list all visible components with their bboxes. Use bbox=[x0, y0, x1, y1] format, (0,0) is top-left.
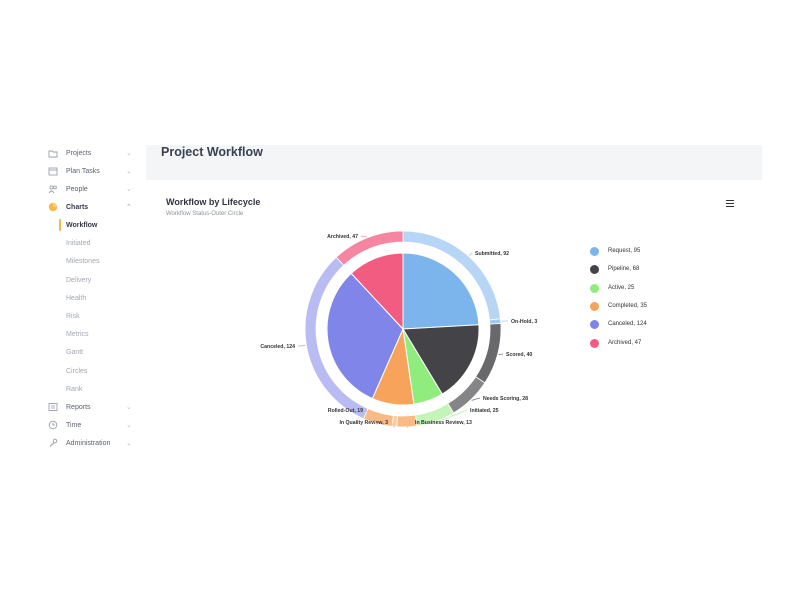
sidebar-subitem-label: Circles bbox=[66, 367, 88, 375]
reports-icon bbox=[48, 402, 58, 412]
sidebar-subitem-delivery[interactable]: Delivery bbox=[38, 271, 146, 289]
sidebar-subitem-label: Initiated bbox=[66, 239, 91, 247]
sidebar-subitem-label: Rank bbox=[66, 385, 83, 393]
sidebar-item-label: Plan Tasks bbox=[66, 167, 100, 175]
outer-slice-in-business-review[interactable] bbox=[396, 414, 418, 428]
legend-label: Archived, 47 bbox=[608, 339, 642, 346]
legend-marker bbox=[590, 338, 599, 348]
chart-title: Workflow by Lifecycle bbox=[166, 197, 261, 207]
inner-slice-pipeline[interactable] bbox=[402, 324, 480, 395]
chevron-down-icon: ⌄ bbox=[126, 440, 132, 447]
legend-item-archived[interactable]: Archived, 47 bbox=[590, 338, 670, 349]
data-label: On-Hold, 3 bbox=[511, 319, 537, 325]
sidebar-item-label: Reports bbox=[66, 403, 91, 411]
people-icon bbox=[48, 184, 58, 194]
outer-slice-archived[interactable] bbox=[335, 230, 404, 266]
sidebar-subitem-label: Delivery bbox=[66, 276, 92, 284]
legend-item-canceled[interactable]: Canceled, 124 bbox=[590, 320, 670, 330]
inner-slice-canceled[interactable] bbox=[326, 272, 404, 400]
sidebar-item-administration[interactable]: Administration ⌄ bbox=[38, 434, 146, 452]
sidebar-subitem-gantt[interactable]: Gantt bbox=[38, 343, 146, 361]
sidebar-subitem-label: Health bbox=[66, 294, 87, 302]
label-connector bbox=[406, 421, 413, 429]
sidebar-subitem-label: Workflow bbox=[66, 221, 98, 229]
pie-icon bbox=[48, 202, 58, 212]
label-connector bbox=[365, 409, 378, 425]
sidebar: Projects ⌄ Plan Tasks ⌄ People ⌄ Charts … bbox=[38, 145, 146, 455]
legend-label: Active, 25 bbox=[608, 284, 635, 291]
label-connector bbox=[498, 353, 504, 356]
legend-marker bbox=[590, 301, 599, 311]
label-connector bbox=[469, 252, 473, 256]
legend-label: Completed, 35 bbox=[608, 302, 648, 309]
sidebar-subitem-metrics[interactable]: Metrics bbox=[38, 325, 146, 343]
legend-marker bbox=[590, 247, 599, 256]
legend-item-request[interactable]: Request, 95 bbox=[590, 247, 670, 257]
legend-label: Pipeline, 68 bbox=[608, 266, 640, 273]
sidebar-item-projects[interactable]: Projects ⌄ bbox=[38, 145, 146, 162]
inner-slice-request[interactable] bbox=[402, 252, 480, 330]
legend-label: Canceled, 124 bbox=[608, 321, 647, 328]
sidebar-subitem-rank[interactable]: Rank bbox=[38, 380, 146, 398]
label-connector bbox=[297, 345, 306, 347]
wrench-icon bbox=[48, 438, 58, 448]
sidebar-subitem-label: Gantt bbox=[66, 348, 84, 356]
outer-slice-scored[interactable] bbox=[475, 323, 502, 384]
data-label: Initiated, 25 bbox=[470, 408, 499, 414]
label-connector bbox=[436, 409, 468, 423]
data-label: Canceled, 124 bbox=[260, 344, 295, 350]
legend-marker bbox=[590, 283, 599, 293]
legend-item-active[interactable]: Active, 25 bbox=[590, 283, 670, 294]
sidebar-item-label: Charts bbox=[66, 203, 89, 211]
legend-marker bbox=[590, 265, 599, 275]
folder-icon bbox=[48, 148, 58, 158]
inner-slice-archived[interactable] bbox=[350, 252, 404, 331]
data-label: Rolled-Out, 19 bbox=[328, 408, 363, 414]
chevron-down-icon: ⌄ bbox=[126, 404, 132, 411]
chevron-down-icon: ⌄ bbox=[126, 186, 132, 193]
sidebar-item-charts[interactable]: Charts ⌃ bbox=[38, 198, 146, 216]
data-label: Needs Scoring, 28 bbox=[483, 396, 528, 402]
data-label: In Quality Review, 3 bbox=[339, 420, 388, 426]
chevron-down-icon: ⌄ bbox=[126, 150, 132, 157]
legend-marker bbox=[590, 320, 599, 330]
legend-item-completed[interactable]: Completed, 35 bbox=[590, 301, 670, 312]
sidebar-subitem-workflow[interactable]: Workflow bbox=[38, 216, 146, 234]
sidebar-item-label: Time bbox=[66, 421, 82, 429]
sidebar-subitem-circles[interactable]: Circles bbox=[38, 362, 146, 380]
chevron-down-icon: ⌄ bbox=[126, 422, 132, 429]
legend-item-pipeline[interactable]: Pipeline, 68 bbox=[590, 265, 670, 275]
data-label: Submitted, 92 bbox=[475, 251, 509, 257]
sidebar-subitem-risk[interactable]: Risk bbox=[38, 307, 146, 325]
chart-subtitle: Workflow Status-Outer Circle bbox=[166, 211, 244, 217]
sidebar-item-label: People bbox=[66, 185, 88, 193]
chevron-up-icon: ⌃ bbox=[126, 204, 132, 211]
sidebar-item-people[interactable]: People ⌄ bbox=[38, 180, 146, 198]
sidebar-subitem-initiated[interactable]: Initiated bbox=[38, 234, 146, 252]
data-label: Archived, 47 bbox=[327, 234, 358, 240]
sidebar-item-label: Projects bbox=[66, 149, 92, 157]
sidebar-subitem-milestones[interactable]: Milestones bbox=[38, 252, 146, 270]
label-connector bbox=[471, 397, 481, 401]
sidebar-subitem-label: Metrics bbox=[66, 330, 89, 338]
sidebar-subitem-health[interactable]: Health bbox=[38, 289, 146, 307]
calendar-icon bbox=[48, 166, 58, 176]
sidebar-subitem-label: Risk bbox=[66, 312, 80, 320]
legend-label: Request, 95 bbox=[608, 248, 641, 254]
sidebar-item-label: Administration bbox=[66, 439, 111, 447]
clock-icon bbox=[48, 420, 58, 430]
hamburger-icon[interactable] bbox=[726, 200, 734, 208]
page-title: Project Workflow bbox=[161, 145, 263, 159]
sidebar-item-plan-tasks[interactable]: Plan Tasks ⌄ bbox=[38, 162, 146, 180]
label-connector bbox=[360, 235, 367, 238]
data-label: In Business Review, 13 bbox=[415, 420, 472, 426]
sidebar-item-reports[interactable]: Reports ⌄ bbox=[38, 398, 146, 416]
chevron-down-icon: ⌄ bbox=[126, 168, 132, 175]
data-label: Scored, 40 bbox=[506, 352, 532, 358]
sidebar-item-time[interactable]: Time ⌄ bbox=[38, 416, 146, 434]
sidebar-subitem-label: Milestones bbox=[66, 257, 100, 265]
label-connector bbox=[390, 421, 395, 428]
